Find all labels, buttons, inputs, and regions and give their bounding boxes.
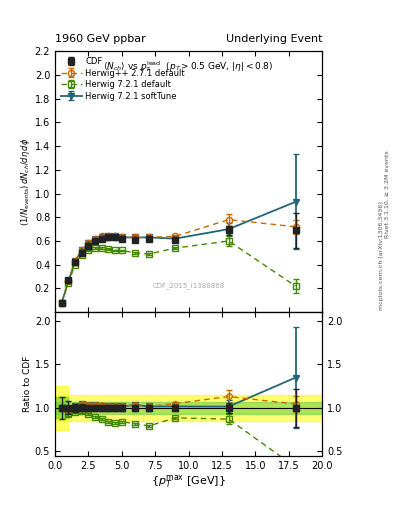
Bar xyxy=(55,402,322,414)
Bar xyxy=(55,397,68,418)
Y-axis label: $(1/N_\mathrm{events})\,dN_{ch}/d\eta\,d\phi$: $(1/N_\mathrm{events})\,dN_{ch}/d\eta\,d… xyxy=(19,137,32,226)
Text: 1960 GeV ppbar: 1960 GeV ppbar xyxy=(55,33,146,44)
Text: Underlying Event: Underlying Event xyxy=(226,33,322,44)
Text: CDF_2015_I1388868: CDF_2015_I1388868 xyxy=(152,282,225,289)
Text: mcplots.cern.ch [arXiv:1306.3436]: mcplots.cern.ch [arXiv:1306.3436] xyxy=(379,202,384,310)
Text: $\langle N_{ch}\rangle$ vs $p_T^{\rm lead}$  $(p_T > 0.5$ GeV, $|\eta| < 0.8)$: $\langle N_{ch}\rangle$ vs $p_T^{\rm lea… xyxy=(103,59,274,74)
Legend: CDF, Herwig++ 2.7.1 default, Herwig 7.2.1 default, Herwig 7.2.1 softTune: CDF, Herwig++ 2.7.1 default, Herwig 7.2.… xyxy=(59,55,186,102)
Text: Rivet 3.1.10, ≥ 3.2M events: Rivet 3.1.10, ≥ 3.2M events xyxy=(385,151,389,239)
Bar xyxy=(55,386,68,430)
X-axis label: $\{p_T^{\rm max}$ [GeV]$\}$: $\{p_T^{\rm max}$ [GeV]$\}$ xyxy=(151,473,226,490)
Bar xyxy=(55,395,322,421)
Y-axis label: Ratio to CDF: Ratio to CDF xyxy=(23,356,32,412)
